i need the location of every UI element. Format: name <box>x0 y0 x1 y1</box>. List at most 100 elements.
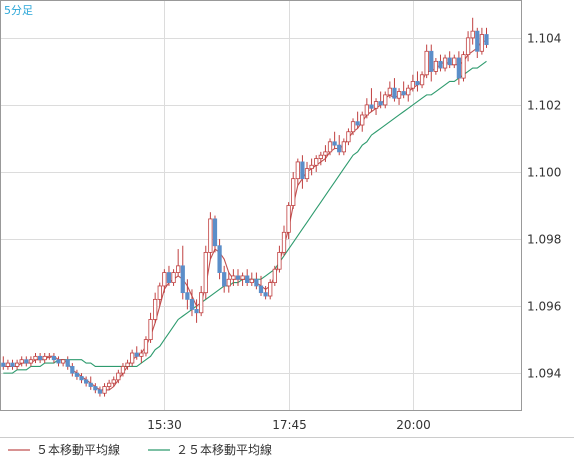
candle <box>461 51 466 82</box>
candle <box>369 88 374 112</box>
candle <box>231 269 236 286</box>
candle <box>74 369 80 380</box>
candle-body <box>226 278 231 287</box>
y-tick-label: 1.104 <box>527 32 561 46</box>
candle <box>484 27 489 48</box>
candle-body <box>231 275 236 280</box>
candle-body <box>28 359 34 364</box>
candle-body <box>74 372 80 377</box>
candle-body <box>291 178 296 206</box>
candle-body <box>143 339 149 354</box>
candle-body <box>65 359 70 367</box>
candle <box>387 81 392 99</box>
candle <box>65 356 70 370</box>
candle-body <box>346 131 351 143</box>
candle-body <box>332 141 337 146</box>
candle-body <box>360 114 365 126</box>
candle <box>341 138 346 156</box>
candle <box>56 356 61 367</box>
candle-body <box>1 362 6 367</box>
candle <box>479 27 485 55</box>
candle-body <box>47 355 52 358</box>
y-tick-label: 1.096 <box>527 300 561 314</box>
candle <box>295 158 300 186</box>
candles <box>1 17 489 397</box>
candle <box>433 57 438 75</box>
candle-body <box>295 161 300 180</box>
candle-body <box>162 272 167 287</box>
candle-body <box>70 366 75 374</box>
candle-body <box>410 81 415 89</box>
candle-body <box>166 272 172 284</box>
candle-body <box>452 57 457 66</box>
legend: ５本移動平均線 ２５本移動平均線 <box>8 442 272 457</box>
candle <box>37 353 43 364</box>
candle <box>263 285 268 300</box>
candle-body <box>88 382 93 387</box>
candle <box>318 151 323 166</box>
candle-body <box>111 379 116 384</box>
candle <box>208 212 213 260</box>
candle-body <box>235 275 241 280</box>
candle-body <box>355 121 360 126</box>
candle-body <box>249 278 254 283</box>
candle-body <box>396 91 402 99</box>
candle <box>166 265 172 286</box>
candle <box>475 27 480 58</box>
candle-body <box>24 359 29 364</box>
candle-body <box>116 372 121 381</box>
candle-body <box>475 30 480 52</box>
candle <box>383 91 388 109</box>
candle-body <box>415 81 420 86</box>
plot-border <box>0 0 522 411</box>
candle <box>185 279 190 310</box>
candle <box>42 353 47 364</box>
candle-body <box>217 245 222 273</box>
candle <box>419 71 425 89</box>
candle-body <box>180 265 185 294</box>
candle-body <box>37 355 43 361</box>
candle <box>442 54 448 72</box>
candle <box>171 269 176 286</box>
ma5-series <box>3 40 487 391</box>
ma5-line <box>3 40 487 391</box>
candle <box>143 336 149 357</box>
candle-body <box>373 101 379 109</box>
candle-body <box>323 151 328 156</box>
candle <box>424 44 429 79</box>
candle <box>447 51 452 69</box>
candle <box>378 91 383 109</box>
candle-body <box>176 265 181 273</box>
candle-body <box>10 362 15 367</box>
candle <box>235 269 241 286</box>
candle-body <box>442 57 448 69</box>
candle <box>304 161 310 183</box>
candle-body <box>199 292 204 314</box>
candle <box>268 279 273 300</box>
candle <box>281 225 287 256</box>
candle-body <box>56 359 61 364</box>
candle-body <box>479 34 485 52</box>
candle <box>226 272 231 293</box>
legend-ma25-label: ２５本移動平均線 <box>176 442 272 457</box>
candle <box>10 359 15 370</box>
candle-body <box>19 359 24 364</box>
candle <box>401 81 406 99</box>
candle <box>28 356 34 367</box>
candle-body <box>263 292 268 297</box>
candle <box>346 128 351 146</box>
candle-body <box>139 352 144 357</box>
candle-body <box>258 285 264 294</box>
candle <box>222 265 227 293</box>
candle-body <box>120 366 126 374</box>
candle <box>162 269 167 293</box>
candle <box>116 369 121 384</box>
candle <box>396 88 402 105</box>
candle-body <box>14 362 20 367</box>
candle <box>203 245 208 300</box>
candle-body <box>419 74 425 86</box>
candle-body <box>401 91 406 96</box>
candle-body <box>429 50 434 72</box>
